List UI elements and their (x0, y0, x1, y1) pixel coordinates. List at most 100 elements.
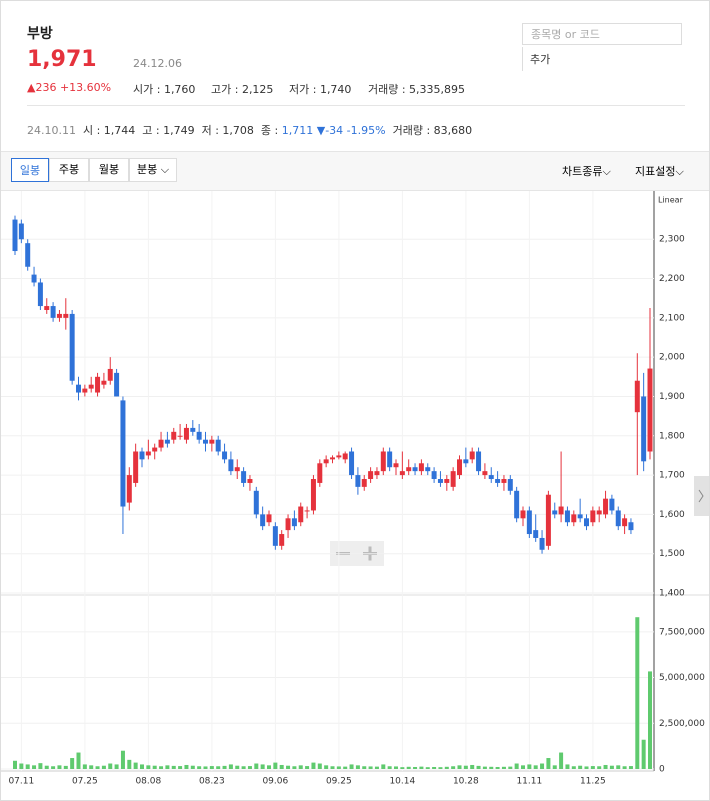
period-button[interactable]: 주봉 (49, 158, 89, 182)
volume-bar (216, 766, 221, 769)
volume-bar (330, 766, 335, 769)
volume-bar (394, 766, 398, 769)
volume-bar (89, 765, 94, 769)
indicator-button[interactable]: 지표설정⌵ (635, 165, 684, 178)
candle-body (158, 439, 164, 448)
candle-body (139, 451, 145, 460)
x-tick-label: 08.08 (135, 777, 161, 787)
candle-body (476, 451, 482, 472)
volume-bar (190, 765, 195, 769)
stat: 시가 : 1,760 (133, 83, 196, 96)
chart-type-button[interactable]: 차트종류⌵ (562, 165, 611, 178)
candle-body (526, 510, 532, 535)
volume-bar (19, 763, 24, 769)
y-tick-label: 2,000 (659, 353, 685, 363)
volume-bar (159, 766, 164, 769)
volume-bar (311, 762, 316, 769)
candle-body (310, 479, 316, 511)
volume-bar (63, 765, 68, 769)
change: ▲236 +13.60% (27, 81, 112, 94)
candle-body (520, 510, 526, 519)
volume-bar (38, 763, 43, 769)
x-tick-label: 09.25 (326, 777, 352, 787)
candle-body (571, 514, 577, 523)
volume-bar (114, 764, 119, 769)
candle-body (368, 471, 374, 480)
candle-body (228, 459, 234, 472)
volume-bar (622, 766, 627, 769)
candle-body (25, 243, 31, 267)
candle-body (88, 384, 94, 389)
chart-type-label: 차트종류 (562, 165, 603, 178)
period-button[interactable]: 월봉 (89, 158, 129, 182)
volume-bar (305, 766, 310, 769)
candle-body (330, 457, 335, 460)
volume-bar (146, 765, 151, 769)
period-button[interactable]: 일봉 (11, 158, 49, 182)
candle-body (272, 526, 278, 546)
candle-body (361, 479, 367, 487)
candle-body (241, 471, 247, 483)
y2-tick-label: 5,000,000 (659, 673, 705, 683)
y-tick-label: 2,300 (659, 235, 685, 245)
candle-body (260, 514, 266, 527)
candle-body (387, 451, 393, 468)
volume-bar (495, 766, 500, 769)
volume-bar (482, 766, 487, 769)
y-tick-label: 1,700 (659, 471, 685, 481)
indicator-label: 지표설정 (635, 165, 676, 178)
volume-bar (438, 767, 443, 769)
volume-bar (514, 763, 519, 769)
candle-body (615, 510, 621, 527)
hover-low: 저 : 1,708 (201, 124, 254, 137)
candle-body (183, 427, 189, 440)
volume-bar (140, 764, 144, 769)
volume-bar (108, 763, 113, 769)
candle-body (44, 306, 50, 310)
volume-bar (400, 767, 405, 769)
candle-body (120, 400, 126, 507)
volume-bar (70, 758, 75, 769)
search-box[interactable]: 종목명 or 코드 (522, 23, 682, 45)
y-tick-label: 1,600 (659, 510, 685, 520)
candle-body (488, 475, 494, 480)
candle-body (171, 431, 177, 440)
y2-tick-label: 2,500,000 (659, 719, 705, 729)
x-tick-label: 07.25 (72, 777, 98, 787)
hover-high: 고 : 1,749 (142, 124, 195, 137)
candle-body (564, 510, 570, 523)
candle-body (285, 518, 291, 531)
period-button[interactable]: 분봉 ⌵ (129, 158, 177, 182)
volume-bar (540, 763, 545, 769)
candle-body (349, 451, 355, 476)
candle-body (95, 376, 101, 393)
side-handle[interactable] (694, 476, 709, 516)
add-button[interactable]: 추가 (530, 53, 551, 66)
volume-bar (362, 766, 367, 769)
scale-label: Linear (658, 196, 684, 205)
y-tick-label: 2,100 (659, 313, 685, 323)
candle-body (279, 534, 285, 546)
candle-body (336, 455, 342, 458)
candle-body (406, 467, 412, 472)
volume-bar (76, 752, 81, 769)
handle-arrow (698, 489, 704, 503)
candle-body (56, 313, 62, 318)
volume-bar (32, 765, 37, 769)
hover-close-label: 종 : (260, 124, 282, 137)
candle-body (145, 451, 151, 456)
candle-body (514, 490, 520, 519)
volume-bar (413, 766, 418, 769)
candle-body (37, 282, 43, 307)
candle-body (133, 451, 139, 483)
volume-bar (501, 766, 506, 769)
volume-bar (457, 765, 462, 769)
candle-body (317, 463, 323, 483)
volume-bar (470, 764, 475, 769)
candle-body (50, 306, 56, 318)
candle-body (533, 530, 539, 538)
volume-bar (648, 671, 652, 769)
y-tick-label: 1,500 (659, 549, 685, 559)
candle-body (107, 368, 113, 381)
volume-bar (527, 764, 532, 769)
